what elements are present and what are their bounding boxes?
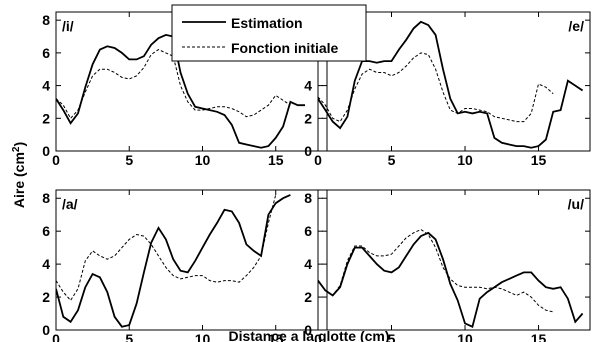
x-tick-label: 5 bbox=[388, 152, 396, 168]
y-tick-label: 6 bbox=[42, 223, 50, 239]
legend-label-estimation: Estimation bbox=[231, 15, 303, 31]
series-line-estimation bbox=[318, 231, 584, 328]
x-tick-label: 5 bbox=[388, 331, 396, 342]
y-tick-label: 2 bbox=[304, 110, 312, 126]
x-tick-label: 10 bbox=[195, 331, 211, 342]
x-tick-label: 0 bbox=[314, 152, 322, 168]
y-tick-label: 0 bbox=[304, 143, 312, 159]
y-tick-label: 4 bbox=[42, 256, 50, 272]
x-tick-label: 15 bbox=[531, 331, 547, 342]
x-tick-label: 5 bbox=[125, 331, 133, 342]
series-line-estimation bbox=[56, 194, 291, 328]
y-tick-label: 2 bbox=[304, 289, 312, 305]
y-axis-title-sup: 2 bbox=[11, 146, 22, 152]
y-tick-label: 4 bbox=[304, 78, 312, 94]
y-axis-title-main: Aire (cm bbox=[11, 152, 27, 208]
panel-label: /a/ bbox=[62, 196, 78, 212]
y-tick-label: 4 bbox=[42, 78, 50, 94]
x-tick-label: 10 bbox=[195, 152, 211, 168]
y-tick-label: 2 bbox=[42, 110, 50, 126]
x-tick-label: 5 bbox=[125, 152, 133, 168]
panel-3: 0 5 10 15 0 2 4 6 8/u/ bbox=[304, 189, 591, 342]
series-line-fonction-initiale bbox=[56, 49, 291, 120]
y-tick-label: 0 bbox=[304, 322, 312, 338]
x-tick-label: 15 bbox=[268, 331, 284, 342]
panel-label: /i/ bbox=[62, 18, 74, 34]
x-tick-label: 0 bbox=[52, 331, 60, 342]
panel-label: /u/ bbox=[568, 196, 584, 212]
x-tick-label: 10 bbox=[457, 331, 473, 342]
y-axis-title-close: ) bbox=[11, 142, 27, 147]
x-tick-label: 0 bbox=[314, 331, 322, 342]
x-tick-label: 15 bbox=[268, 152, 284, 168]
panel-frame bbox=[317, 11, 591, 152]
y-tick-label: 2 bbox=[42, 289, 50, 305]
panel-2: 0 5 10 15 0 2 4 6 8/a/ bbox=[42, 189, 328, 342]
x-axis-title: Distance a la glotte (cm) bbox=[228, 328, 389, 342]
y-tick-label: 6 bbox=[304, 223, 312, 239]
y-tick-label: 0 bbox=[42, 143, 50, 159]
y-tick-label: 4 bbox=[304, 256, 312, 272]
panel-frame bbox=[317, 189, 591, 331]
series-line-fonction-initiale bbox=[318, 52, 554, 123]
y-tick-label: 0 bbox=[42, 322, 50, 338]
series-line-fonction-initiale bbox=[56, 194, 277, 302]
y-tick-label: 6 bbox=[42, 45, 50, 61]
y-tick-label: 8 bbox=[42, 12, 50, 28]
legend-box bbox=[171, 4, 367, 62]
panel-label: /e/ bbox=[568, 18, 584, 34]
x-tick-label: 0 bbox=[52, 152, 60, 168]
x-tick-label: 15 bbox=[531, 152, 547, 168]
y-tick-label: 8 bbox=[304, 190, 312, 206]
legend: Estimation Fonction initiale bbox=[171, 4, 367, 62]
x-tick-label: 10 bbox=[457, 152, 473, 168]
series-line-estimation bbox=[56, 33, 305, 149]
legend-label-fonction-initiale: Fonction initiale bbox=[231, 40, 339, 56]
y-tick-label: 8 bbox=[42, 190, 50, 206]
y-axis-title: Aire (cm2) bbox=[11, 142, 28, 208]
panel-frame bbox=[55, 189, 328, 331]
series-line-fonction-initiale bbox=[318, 228, 554, 313]
